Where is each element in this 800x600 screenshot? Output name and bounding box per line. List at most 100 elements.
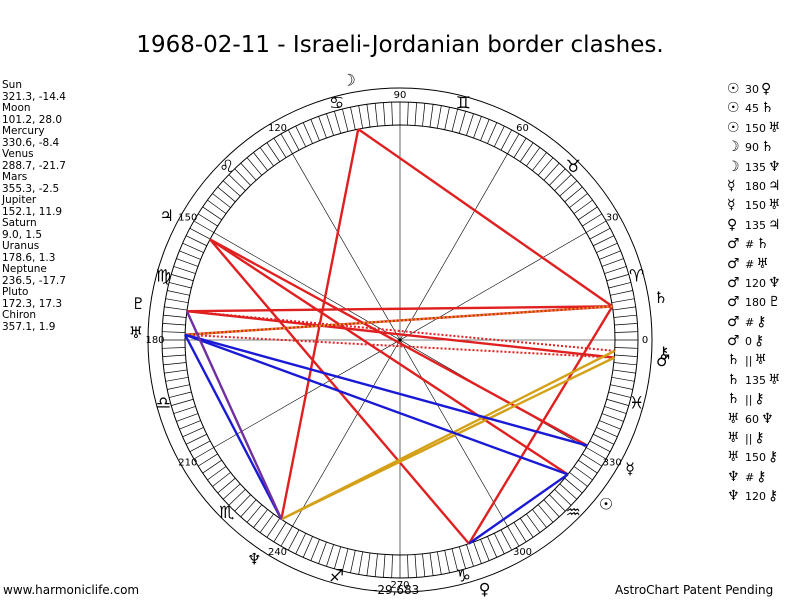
- degree-tick: [601, 413, 624, 422]
- zodiac-sign-glyph: ♋: [329, 93, 344, 113]
- aspect-planet1-glyph: ♄: [727, 391, 740, 408]
- degree-label: 300: [513, 547, 532, 558]
- planet-name-saturn: Saturn: [2, 217, 37, 229]
- degree-tick: [266, 142, 281, 162]
- degree-tick: [383, 102, 386, 126]
- degree-tick: [222, 180, 241, 197]
- zodiac-sign-glyph: ♐: [329, 567, 344, 587]
- planet-glyph-venus: ♀: [479, 580, 491, 599]
- degree-tick: [217, 477, 236, 494]
- degree-tick: [212, 193, 231, 208]
- zodiac-sign-glyph: ♒: [566, 503, 581, 523]
- degree-tick: [610, 384, 633, 390]
- degree-tick: [182, 242, 204, 253]
- degree-tick: [586, 447, 607, 460]
- aspect-planet1-glyph: ♅: [727, 430, 740, 447]
- degree-tick: [500, 129, 513, 151]
- degree-tick: [295, 125, 307, 147]
- footer-website: www.harmoniclife.com: [3, 583, 140, 597]
- planet-name-chiron: Chiron: [2, 309, 37, 321]
- degree-tick: [480, 119, 490, 141]
- degree-tick: [573, 466, 593, 481]
- degree-tick: [559, 483, 578, 500]
- aspect-planet2-glyph: ♀: [761, 81, 772, 97]
- degree-tick: [173, 266, 196, 274]
- aspect-row: ☉ 150 ♅: [727, 119, 786, 138]
- degree-tick: [391, 554, 393, 578]
- aspect-line: [186, 309, 615, 359]
- degree-tick: [193, 447, 214, 460]
- degree-tick: [487, 536, 498, 558]
- aspect-line: [209, 238, 569, 476]
- degree-tick: [554, 489, 572, 506]
- degree-tick: [287, 529, 300, 551]
- aspect-planet2-glyph: ♅: [768, 371, 781, 388]
- degree-tick: [458, 546, 466, 569]
- aspect-planet2-glyph: ♇: [768, 294, 781, 311]
- aspect-planet1-glyph: ♀: [727, 216, 738, 233]
- degree-tick: [599, 420, 621, 430]
- degree-tick: [414, 554, 417, 578]
- degree-tick: [569, 472, 588, 487]
- degree-tick: [614, 331, 638, 333]
- degree-tick: [466, 544, 474, 567]
- degree-tick: [537, 504, 554, 523]
- degree-tick: [202, 459, 222, 474]
- degree-tick: [302, 122, 313, 144]
- degree-tick: [326, 544, 334, 567]
- aspect-planet1-glyph: ☽: [727, 158, 740, 175]
- footer-center-value: -29,683: [373, 583, 420, 597]
- aspect-planet2-glyph: ⚷: [756, 468, 767, 485]
- degree-tick: [162, 323, 186, 326]
- planet-coords-uranus: 178.6, 1.3: [2, 251, 56, 264]
- aspect-planet1-glyph: ☉: [727, 119, 740, 136]
- aspect-row: ♂ # ♅: [727, 255, 786, 274]
- degree-tick: [444, 107, 450, 130]
- aspect-planet2-glyph: ⚷: [754, 333, 765, 350]
- degree-tick: [604, 406, 627, 414]
- degree-tick: [228, 489, 246, 506]
- degree-tick: [207, 466, 227, 481]
- aspect-line: [184, 333, 588, 447]
- degree-tick: [582, 213, 603, 227]
- degree-tick: [407, 554, 409, 578]
- degree-label: 180: [145, 335, 164, 346]
- degree-tick: [350, 550, 356, 573]
- degree-tick: [253, 509, 268, 528]
- degree-tick: [608, 391, 632, 398]
- aspect-angle: 120: [745, 490, 766, 504]
- degree-label: 120: [268, 123, 287, 134]
- degree-tick: [526, 147, 541, 167]
- degree-tick: [532, 509, 547, 528]
- degree-tick: [537, 157, 554, 176]
- degree-tick: [246, 504, 263, 523]
- planet-coords-moon: 101.2, 28.0: [2, 113, 63, 126]
- aspect-angle: 60: [745, 412, 759, 426]
- degree-tick: [582, 453, 603, 467]
- planet-glyph-chiron: ⚷: [658, 343, 670, 362]
- aspect-planet2-glyph: ♅: [768, 197, 781, 214]
- degree-tick: [179, 420, 201, 430]
- degree-tick: [614, 354, 638, 357]
- degree-tick: [507, 526, 520, 547]
- degree-tick: [302, 536, 313, 558]
- planet-coords-mercury: 330.6, -8.4: [2, 136, 60, 149]
- footer-patent: AstroChart Patent Pending: [615, 583, 774, 597]
- aspect-planet1-glyph: ☉: [727, 100, 740, 117]
- degree-tick: [162, 354, 186, 357]
- degree-tick: [374, 103, 378, 127]
- degree-tick: [493, 533, 505, 555]
- degree-tick: [182, 427, 204, 438]
- degree-tick: [228, 174, 246, 191]
- degree-tick: [451, 548, 458, 572]
- aspect-planet1-glyph: ♂: [727, 274, 740, 291]
- planet-name-moon: Moon: [2, 102, 31, 114]
- degree-tick: [596, 427, 618, 438]
- degree-tick: [176, 413, 199, 422]
- degree-tick: [578, 206, 598, 221]
- aspect-row: ♆ 120 ⚷: [727, 487, 786, 506]
- aspect-row: ☿ 150 ♅: [727, 196, 786, 215]
- degree-tick: [246, 157, 263, 176]
- degree-tick: [168, 391, 192, 398]
- aspect-line: [185, 310, 283, 520]
